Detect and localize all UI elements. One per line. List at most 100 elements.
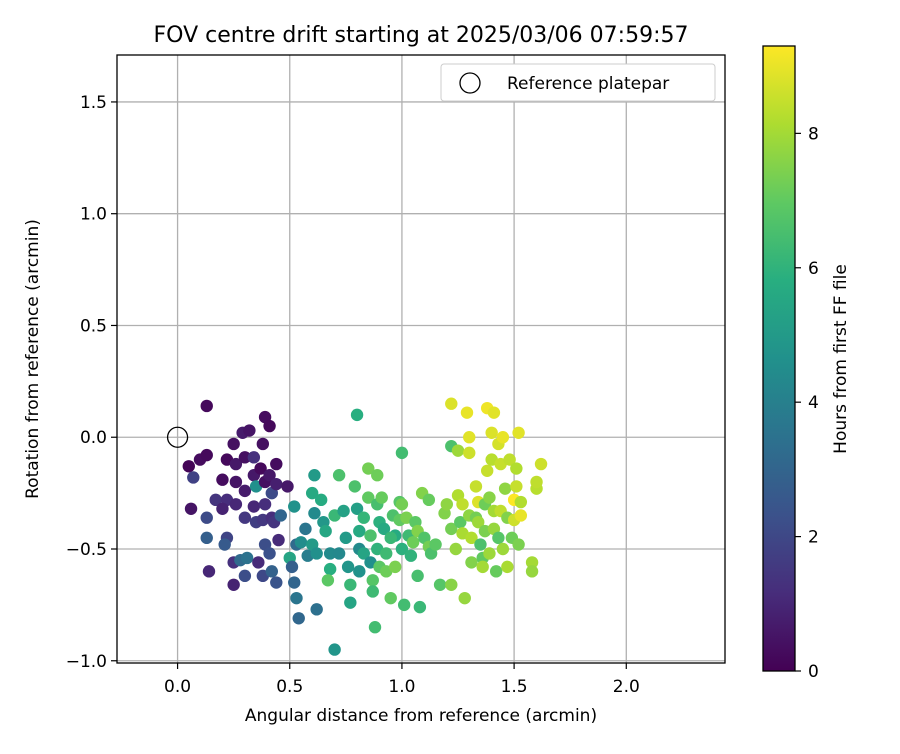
data-point	[288, 500, 301, 513]
colorbar-tick-label: 0	[808, 662, 819, 682]
data-point	[263, 469, 276, 482]
data-point	[377, 522, 391, 536]
x-tick-label: 0.0	[164, 677, 191, 697]
data-point	[422, 493, 436, 507]
data-point	[270, 477, 283, 491]
data-point	[344, 578, 357, 591]
data-point	[496, 542, 510, 556]
data-point	[270, 457, 283, 471]
data-point	[476, 560, 489, 574]
data-point	[498, 482, 512, 495]
data-point	[254, 462, 267, 475]
data-point	[332, 469, 346, 482]
data-point	[366, 574, 379, 587]
data-point	[429, 538, 442, 551]
data-point	[445, 397, 458, 410]
legend-marker-icon	[459, 72, 481, 94]
data-point	[489, 565, 503, 578]
data-point	[240, 551, 254, 565]
data-point	[243, 424, 256, 437]
data-point	[353, 524, 366, 538]
y-axis-ticks: −1.0 −0.5 0.0 0.5 1.0 1.5	[66, 93, 117, 672]
data-point	[274, 509, 287, 522]
data-point	[510, 480, 523, 493]
data-point	[252, 556, 265, 569]
data-point	[292, 612, 305, 625]
data-point	[319, 524, 332, 538]
data-point	[272, 533, 285, 547]
data-point	[310, 603, 323, 616]
data-point	[200, 399, 213, 413]
data-point	[182, 460, 195, 473]
data-point	[411, 569, 424, 583]
data-point	[384, 531, 397, 545]
data-point	[492, 531, 505, 545]
data-point	[229, 457, 243, 471]
data-point	[184, 502, 198, 515]
data-point	[305, 486, 319, 500]
data-point	[530, 475, 543, 489]
data-point	[265, 565, 279, 578]
data-point	[281, 480, 294, 493]
data-point	[294, 536, 308, 549]
data-point	[413, 600, 427, 614]
data-point	[487, 406, 501, 419]
x-tick-label: 2.0	[613, 677, 640, 697]
y-tick-label: 0.0	[80, 428, 107, 448]
data-point	[229, 475, 243, 489]
data-point	[216, 502, 229, 515]
data-point	[350, 408, 364, 422]
data-point	[288, 576, 301, 589]
x-tick-label: 0.5	[276, 677, 303, 697]
data-point	[510, 462, 523, 475]
data-point	[397, 598, 411, 612]
data-point	[218, 538, 231, 551]
x-axis-ticks: 0.0 0.5 1.0 1.5 2.0	[164, 663, 640, 697]
data-point	[357, 511, 370, 524]
data-point	[451, 444, 465, 457]
data-point	[514, 495, 528, 509]
data-point	[458, 591, 471, 605]
legend-label: Reference platepar	[507, 74, 669, 94]
data-point	[290, 591, 303, 605]
data-point	[270, 576, 283, 589]
data-point	[308, 469, 321, 482]
data-point	[525, 556, 539, 569]
data-point	[314, 493, 328, 507]
data-point	[357, 547, 370, 560]
data-point	[474, 538, 487, 551]
data-point	[339, 531, 353, 545]
legend-box	[440, 63, 716, 102]
data-point	[463, 431, 476, 444]
reference-platepar-marker	[166, 426, 189, 448]
data-point	[247, 451, 261, 464]
reference-marker	[166, 426, 189, 448]
data-point	[469, 480, 483, 493]
data-point	[395, 542, 409, 556]
colorbar-tick-label: 4	[808, 393, 819, 413]
data-point	[463, 446, 476, 460]
data-point	[341, 560, 355, 574]
data-point	[456, 498, 469, 511]
data-point	[227, 437, 240, 451]
data-point	[406, 536, 420, 549]
data-point	[525, 565, 539, 578]
data-point	[200, 531, 213, 545]
data-point	[445, 578, 458, 591]
data-point	[308, 507, 321, 520]
chart-title: FOV centre drift starting at 2025/03/06 …	[154, 23, 689, 48]
data-point	[460, 406, 474, 419]
x-tick-label: 1.5	[501, 677, 528, 697]
data-point	[371, 469, 384, 482]
y-tick-label: −0.5	[66, 540, 107, 560]
data-point	[395, 446, 409, 460]
data-point	[512, 538, 525, 551]
data-point	[238, 569, 252, 583]
data-point	[512, 426, 525, 439]
data-point	[263, 419, 276, 433]
data-point	[364, 529, 377, 542]
y-tick-label: 1.5	[80, 93, 107, 113]
x-axis-label: Angular distance from reference (arcmin)	[245, 706, 597, 726]
colorbar-gradient	[762, 45, 796, 672]
data-point	[362, 462, 375, 475]
